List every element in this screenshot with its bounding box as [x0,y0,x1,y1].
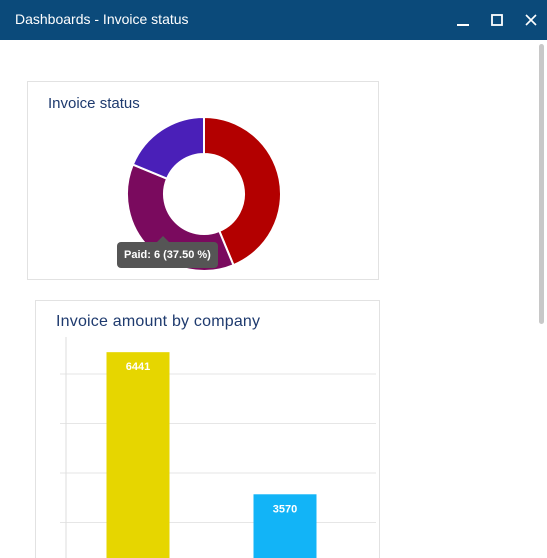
invoice-status-title: Invoice status [48,95,140,112]
maximize-icon [491,14,503,26]
scrollbar-thumb[interactable] [539,44,544,324]
dashboard-content: Invoice status Paid: 6 (37.50 %) Invoice… [0,40,547,558]
chart-tooltip: Paid: 6 (37.50 %) [117,242,218,268]
donut-slice-2[interactable] [131,115,205,180]
invoice-amount-title: Invoice amount by company [56,313,261,330]
vertical-scrollbar[interactable] [537,40,547,558]
maximize-button[interactable] [486,8,508,32]
bar-value-label-0: 6441 [126,361,150,373]
tooltip-arrow [157,236,169,242]
title-bar: Dashboards - Invoice status [0,0,547,40]
close-icon [525,14,537,26]
invoice-amount-card: Invoice amount by company 6441 3570 [35,300,380,558]
minimize-button[interactable] [452,8,474,32]
bar-value-label-1: 3570 [273,503,297,515]
donut-slice-0[interactable] [203,115,282,267]
close-button[interactable] [520,8,542,32]
minimize-icon [457,24,469,26]
invoice-amount-bar-chart: 6441 3570 [60,337,376,558]
window-title: Dashboards - Invoice status [15,11,189,27]
bar-0[interactable] [106,352,170,558]
invoice-status-card: Invoice status Paid: 6 (37.50 %) [27,81,379,280]
bar-1[interactable] [253,494,317,558]
